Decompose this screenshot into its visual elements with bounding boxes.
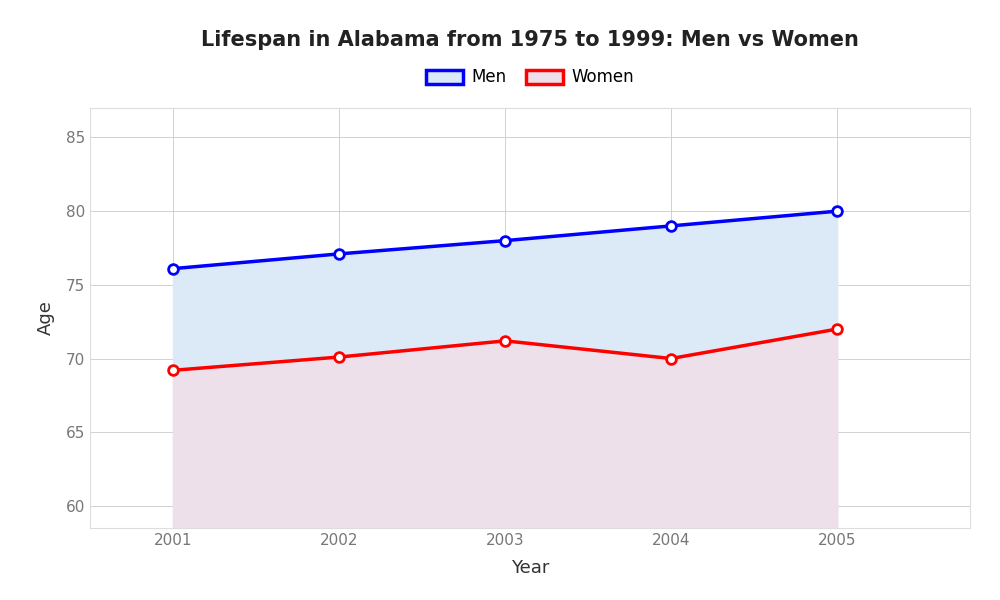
Title: Lifespan in Alabama from 1975 to 1999: Men vs Women: Lifespan in Alabama from 1975 to 1999: M… [201,29,859,49]
X-axis label: Year: Year [511,559,549,577]
Y-axis label: Age: Age [37,301,55,335]
Legend: Men, Women: Men, Women [419,62,641,93]
